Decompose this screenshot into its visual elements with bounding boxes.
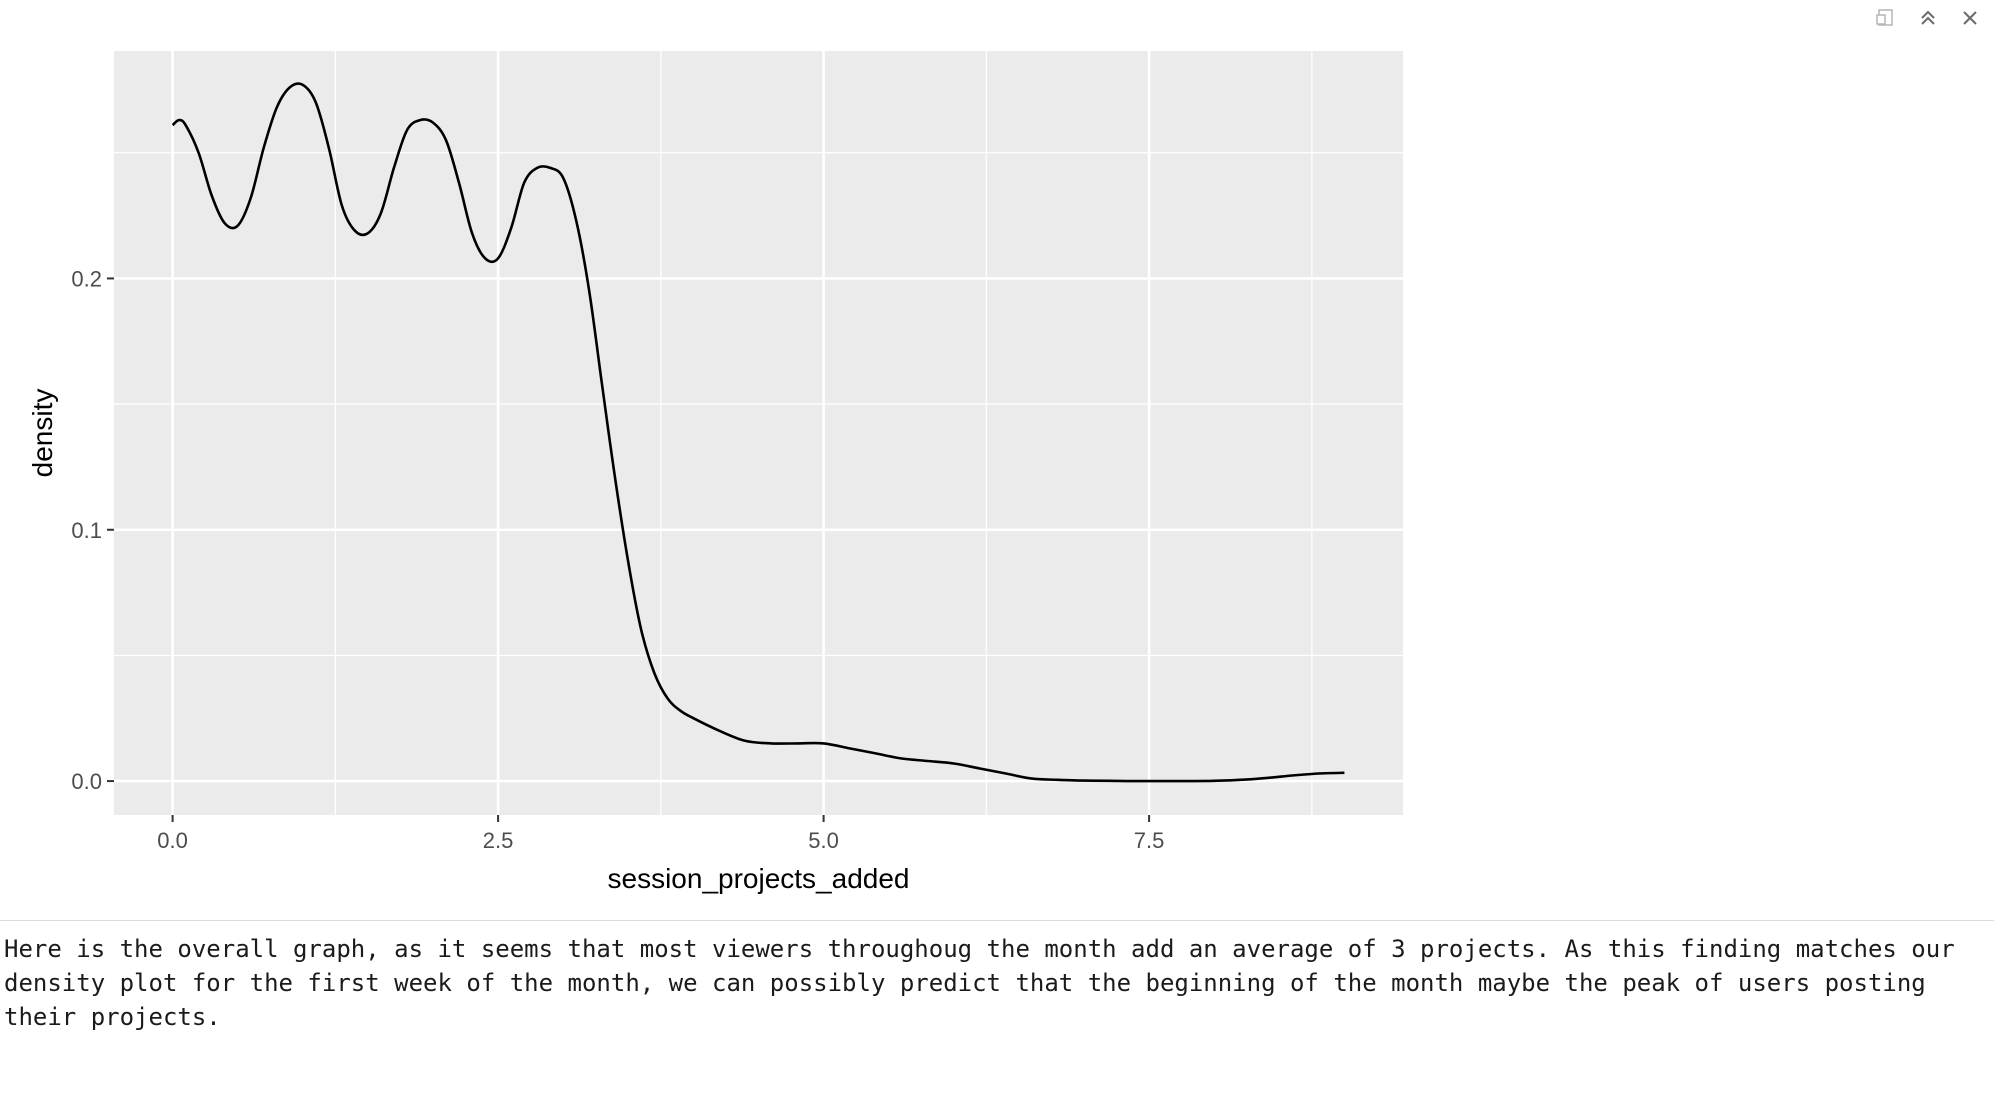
y-tick-label: 0.2 <box>71 266 102 291</box>
collapse-icon <box>1917 7 1939 29</box>
show-in-new-window-button[interactable] <box>1874 6 1898 30</box>
density-line <box>171 82 1345 783</box>
x-axis-title: session_projects_added <box>608 863 910 894</box>
plot-output: 0.0 2.5 5.0 7.5 0.0 0.1 0.2 session_projects_… <box>27 51 1403 894</box>
y-tick-label: 0.1 <box>71 518 102 543</box>
output-separator <box>0 920 1994 921</box>
clear-output-button[interactable] <box>1958 6 1982 30</box>
close-icon <box>1959 7 1981 29</box>
density-chart: 0.0 2.5 5.0 7.5 0.0 0.1 0.2 session_projects_… <box>27 51 1403 894</box>
y-axis-title: density <box>27 389 58 478</box>
show-in-new-window-icon <box>1875 7 1897 29</box>
x-tick-label: 2.5 <box>483 828 514 853</box>
x-axis: 0.0 2.5 5.0 7.5 <box>157 815 1164 853</box>
x-tick-label: 5.0 <box>808 828 839 853</box>
plot-panel <box>114 51 1403 815</box>
y-tick-label: 0.0 <box>71 769 102 794</box>
chunk-output-toolbar <box>1874 6 1982 30</box>
y-axis: 0.0 0.1 0.2 <box>71 266 114 794</box>
collapse-output-button[interactable] <box>1916 6 1940 30</box>
x-tick-label: 7.5 <box>1134 828 1165 853</box>
markdown-paragraph: Here is the overall graph, as it seems t… <box>4 935 1970 1031</box>
x-tick-label: 0.0 <box>157 828 188 853</box>
